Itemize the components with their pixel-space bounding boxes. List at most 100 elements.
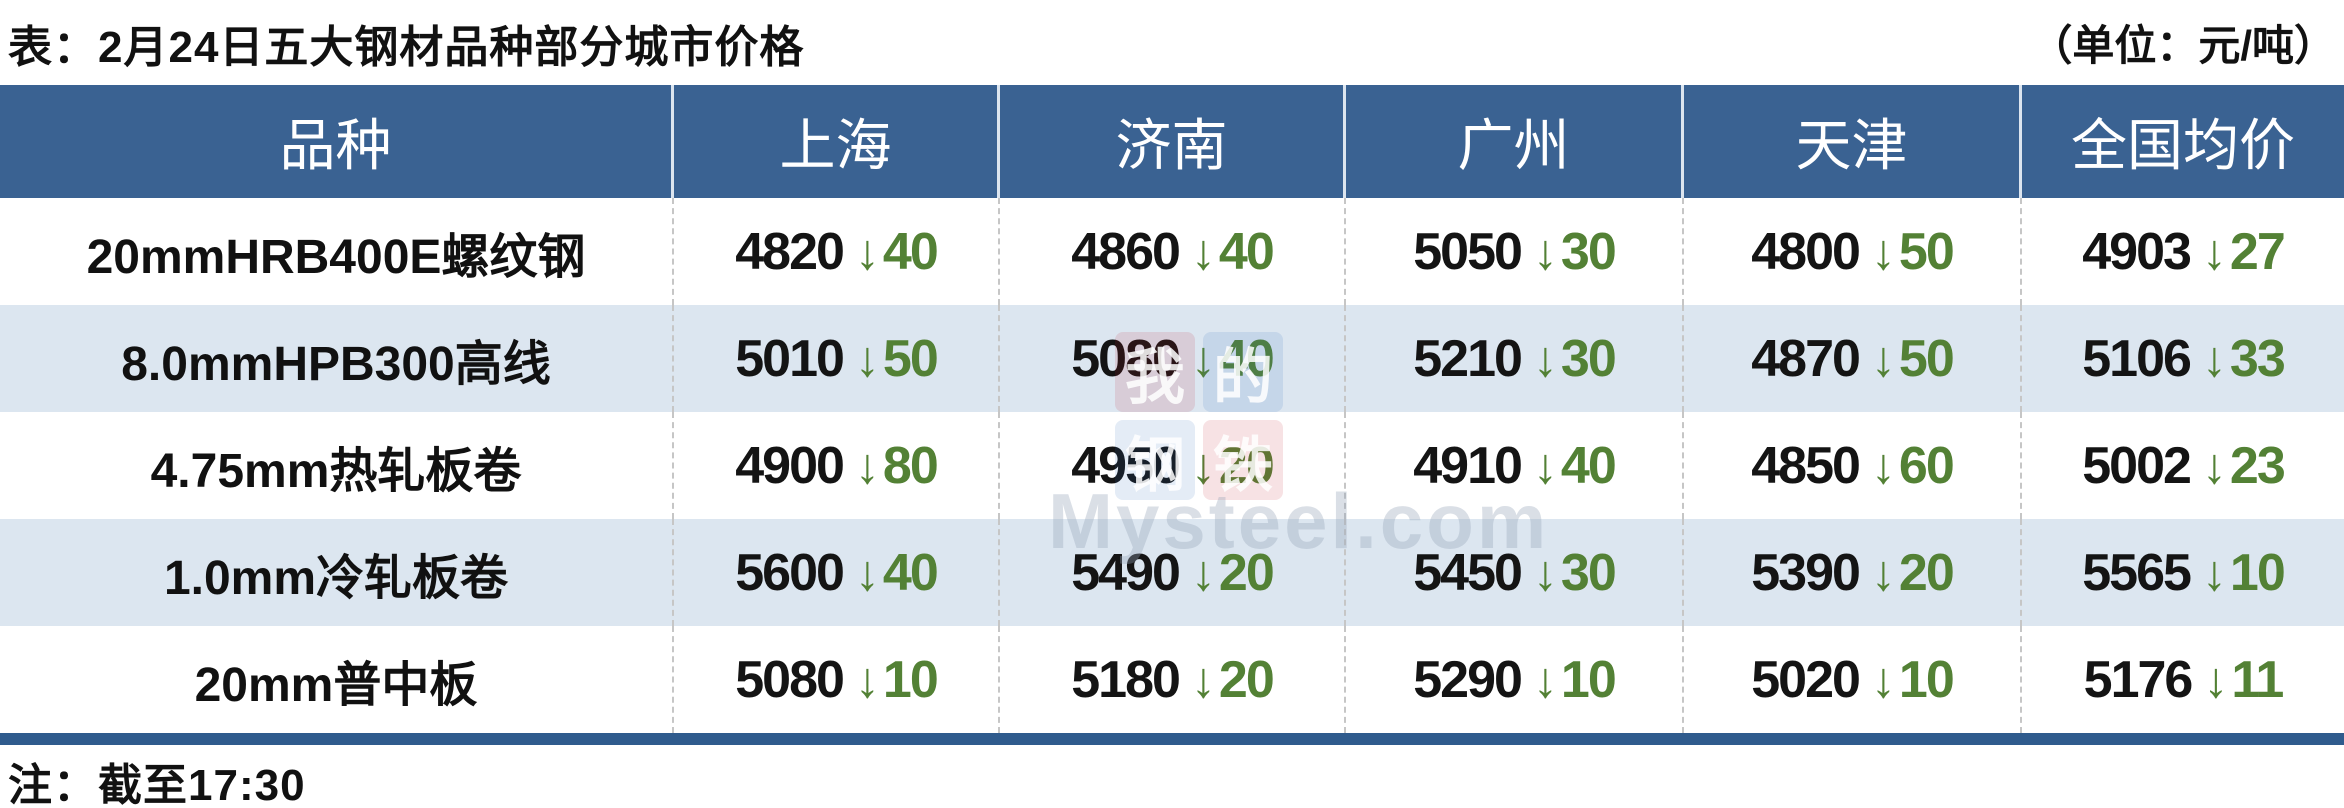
down-arrow-icon: ↓ (2201, 330, 2227, 387)
table-row: 8.0mmHPB300高线 5010 ↓ 50 5080 ↓ 40 5210 ↓… (0, 305, 2344, 412)
table-row: 1.0mm冷轧板卷 5600 ↓ 40 5490 ↓ 20 5450 ↓ 30 … (0, 519, 2344, 626)
down-arrow-icon: ↓ (2201, 223, 2227, 280)
variety-cell: 8.0mmHPB300高线 (0, 305, 674, 412)
price-cell: 5565 ↓ 10 (2022, 519, 2344, 626)
price-value: 4820 (735, 222, 845, 281)
price-cell: 5180 ↓ 20 (1000, 626, 1346, 733)
price-cell: 5002 ↓ 23 (2022, 412, 2344, 519)
price-value: 5002 (2082, 436, 2192, 495)
price-value: 4850 (1751, 436, 1861, 495)
price-drop-value: 27 (2229, 222, 2286, 281)
price-drop-value: 20 (1218, 543, 1275, 602)
down-arrow-icon: ↓ (1190, 330, 1216, 387)
down-arrow-icon: ↓ (1532, 330, 1558, 387)
down-arrow-icon: ↓ (1190, 223, 1216, 280)
table-row: 4.75mm热轧板卷 4900 ↓ 80 4950 ↓ 20 4910 ↓ 40… (0, 412, 2344, 519)
unit-label: （单位：元/吨） (2030, 22, 2336, 69)
down-arrow-icon: ↓ (1870, 437, 1896, 494)
price-value: 5290 (1413, 650, 1523, 709)
price-value: 5600 (735, 543, 845, 602)
price-drop-value: 50 (1898, 222, 1955, 281)
price-drop-value: 50 (882, 329, 939, 388)
price-value: 5080 (735, 650, 845, 709)
variety-cell: 4.75mm热轧板卷 (0, 412, 674, 519)
down-arrow-icon: ↓ (1870, 330, 1896, 387)
price-drop-value: 10 (1898, 650, 1955, 709)
col-header-guangzhou: 广州 (1346, 85, 1684, 198)
price-value: 5010 (735, 329, 845, 388)
price-drop-value: 20 (1898, 543, 1955, 602)
price-drop-value: 30 (1560, 329, 1617, 388)
price-value: 5176 (2083, 650, 2194, 709)
price-cell: 5010 ↓ 50 (674, 305, 1000, 412)
price-drop-value: 10 (2229, 543, 2286, 602)
table-header-row: 品种 上海 济南 广州 天津 全国均价 (0, 85, 2344, 198)
down-arrow-icon: ↓ (854, 437, 880, 494)
down-arrow-icon: ↓ (854, 651, 880, 708)
price-value: 5050 (1413, 222, 1523, 281)
price-value: 4950 (1071, 436, 1181, 495)
price-cell: 4800 ↓ 50 (1684, 198, 2022, 305)
price-cell: 5106 ↓ 33 (2022, 305, 2344, 412)
price-value: 5180 (1071, 650, 1181, 709)
price-drop-value: 30 (1560, 222, 1617, 281)
down-arrow-icon: ↓ (854, 330, 880, 387)
price-value: 5020 (1751, 650, 1861, 709)
price-cell: 5600 ↓ 40 (674, 519, 1000, 626)
price-drop-value: 20 (1218, 650, 1275, 709)
price-value: 5565 (2082, 543, 2192, 602)
price-cell: 4903 ↓ 27 (2022, 198, 2344, 305)
price-value: 5390 (1751, 543, 1861, 602)
price-cell: 4820 ↓ 40 (674, 198, 1000, 305)
price-value: 4903 (2082, 222, 2192, 281)
table-row: 20mm普中板 5080 ↓ 10 5180 ↓ 20 5290 ↓ 10 50… (0, 626, 2344, 733)
down-arrow-icon: ↓ (1870, 223, 1896, 280)
price-drop-value: 60 (1898, 436, 1955, 495)
price-value: 5450 (1413, 543, 1523, 602)
price-cell: 5020 ↓ 10 (1684, 626, 2022, 733)
col-header-national-avg: 全国均价 (2071, 116, 2295, 178)
price-cell: 4910 ↓ 40 (1346, 412, 1684, 519)
footnote: 注：截至17:30 (8, 760, 306, 808)
price-cell: 5080 ↓ 10 (674, 626, 1000, 733)
price-cell: 5080 ↓ 40 (1000, 305, 1346, 412)
price-value: 5490 (1071, 543, 1181, 602)
price-cell: 4860 ↓ 40 (1000, 198, 1346, 305)
price-drop-value: 80 (882, 436, 939, 495)
down-arrow-icon: ↓ (1532, 544, 1558, 601)
price-drop-value: 40 (1218, 329, 1275, 388)
price-drop-value: 23 (2229, 436, 2286, 495)
price-table: 品种 上海 济南 广州 天津 全国均价 20mmHRB400E螺纹钢 4820 … (0, 85, 2344, 733)
title-bar: 表：2月24日五大钢材品种部分城市价格 （单位：元/吨） (0, 0, 2344, 85)
price-drop-value: 40 (1560, 436, 1617, 495)
down-arrow-icon: ↓ (1532, 223, 1558, 280)
price-drop-value: 40 (1218, 222, 1275, 281)
price-value: 4870 (1751, 329, 1861, 388)
price-drop-value: 30 (1560, 543, 1617, 602)
price-drop-value: 11 (2231, 650, 2284, 709)
down-arrow-icon: ↓ (854, 544, 880, 601)
price-cell: 4870 ↓ 50 (1684, 305, 2022, 412)
price-value: 4800 (1751, 222, 1861, 281)
variety-cell: 1.0mm冷轧板卷 (0, 519, 674, 626)
down-arrow-icon: ↓ (1532, 651, 1558, 708)
price-drop-value: 10 (882, 650, 939, 709)
price-drop-value: 20 (1218, 436, 1275, 495)
price-value: 5210 (1413, 329, 1523, 388)
price-value: 5080 (1071, 329, 1181, 388)
variety-cell: 20mm普中板 (0, 626, 674, 733)
price-value: 4860 (1071, 222, 1181, 281)
price-cell: 5210 ↓ 30 (1346, 305, 1684, 412)
down-arrow-icon: ↓ (1190, 544, 1216, 601)
price-drop-value: 33 (2229, 329, 2286, 388)
price-cell: 5490 ↓ 20 (1000, 519, 1346, 626)
col-header-tianjin: 天津 (1684, 85, 2022, 198)
table-title: 表：2月24日五大钢材品种部分城市价格 (8, 22, 805, 72)
down-arrow-icon: ↓ (2201, 544, 2227, 601)
table-bottom-border (0, 733, 2344, 745)
down-arrow-icon: ↓ (1870, 544, 1896, 601)
down-arrow-icon: ↓ (1532, 437, 1558, 494)
down-arrow-icon: ↓ (2203, 651, 2229, 708)
down-arrow-icon: ↓ (2201, 437, 2227, 494)
